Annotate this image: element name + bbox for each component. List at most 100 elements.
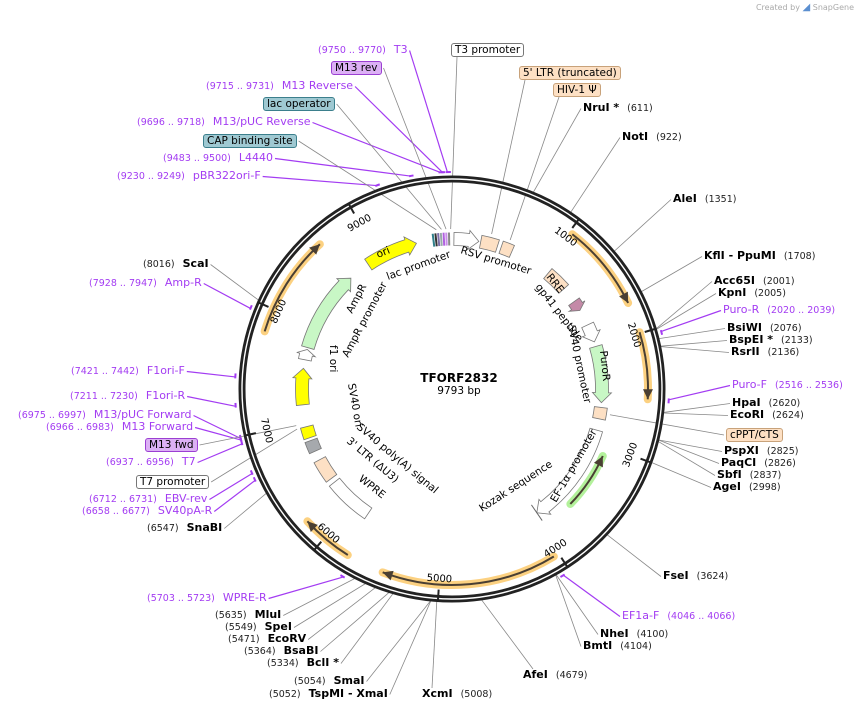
lac-region-stripe bbox=[439, 232, 443, 246]
site-position: 8016 bbox=[143, 259, 175, 270]
site-hpai[interactable]: HpaI 2620 bbox=[732, 397, 800, 410]
primer-name: WPRE-R bbox=[222, 591, 267, 604]
feature-label-ori[interactable]: ori bbox=[375, 245, 392, 261]
label-leader-line bbox=[389, 600, 432, 695]
orf-arrowhead bbox=[309, 244, 320, 255]
label-leader-line bbox=[336, 103, 442, 230]
label-leader-line bbox=[570, 137, 621, 213]
feature-label-puror[interactable]: PuroR bbox=[597, 350, 612, 382]
label-leader-line bbox=[283, 578, 355, 616]
tick-mark bbox=[560, 557, 569, 568]
feature-box-m13-fwd[interactable]: M13 fwd bbox=[145, 438, 198, 452]
site-ecorv[interactable]: 5471 EcoRV bbox=[228, 633, 306, 646]
primer-name: M13/pUC Forward bbox=[93, 408, 192, 421]
kozak-mark bbox=[531, 504, 543, 521]
feature-ori bbox=[364, 236, 418, 271]
primer-l4440[interactable]: 9483 .. 9500 L4440 bbox=[163, 152, 273, 165]
feature-label-sv40-ori[interactable]: SV40 ori bbox=[345, 382, 364, 428]
site-snabi[interactable]: 6547 SnaBI bbox=[147, 522, 222, 535]
site-rsrii[interactable]: RsrII 2136 bbox=[731, 346, 799, 359]
tick-label: 5000 bbox=[426, 573, 452, 586]
site-kfli-ppumi[interactable]: KflI - PpuMI 1708 bbox=[704, 250, 815, 263]
site-position: 2076 bbox=[770, 323, 802, 334]
feature-box-t3-promoter[interactable]: T3 promoter bbox=[451, 43, 525, 57]
feature-3-ltr-u3- bbox=[313, 456, 338, 483]
site-pspxi[interactable]: PspXI 2825 bbox=[724, 445, 799, 458]
site-position: 2136 bbox=[768, 347, 800, 358]
site-name: EcoRV bbox=[267, 632, 307, 645]
primer-t3[interactable]: 9750 .. 9770 T3 bbox=[318, 44, 408, 57]
feature-box-t7-promoter[interactable]: T7 promoter bbox=[136, 475, 210, 489]
feature-box-cppt-cts[interactable]: cPPT/CTS bbox=[726, 428, 783, 442]
orf-arrowhead bbox=[307, 521, 318, 533]
primer-t7[interactable]: 6937 .. 6956 T7 bbox=[106, 456, 196, 469]
feature-box-hiv1-psi[interactable]: HIV-1 Ψ bbox=[553, 83, 601, 97]
site-name: NheI bbox=[600, 627, 629, 640]
site-bcli[interactable]: 5334 BclI * bbox=[267, 657, 339, 670]
site-mlui[interactable]: 5635 MluI bbox=[215, 609, 281, 622]
primer-range: 9715 .. 9731 bbox=[206, 81, 274, 92]
primer-f1ori-r[interactable]: 7211 .. 7230 F1ori-R bbox=[70, 390, 185, 403]
primer-puro-r[interactable]: Puro-R 2020 .. 2039 bbox=[723, 304, 835, 317]
label-leader-line bbox=[609, 414, 725, 436]
site-bsabi[interactable]: 5364 BsaBI bbox=[244, 645, 318, 658]
site-position: 4100 bbox=[637, 629, 669, 640]
feature-box-m13-rev[interactable]: M13 rev bbox=[331, 61, 382, 75]
primer-mark bbox=[559, 573, 566, 578]
primer-puro-f[interactable]: Puro-F 2516 .. 2536 bbox=[732, 379, 843, 392]
site-smai[interactable]: 5054 SmaI bbox=[294, 675, 365, 688]
primer-m13-forward[interactable]: 6966 .. 6983 M13 Forward bbox=[46, 421, 193, 434]
site-nrui[interactable]: NruI * 611 bbox=[583, 102, 653, 115]
site-bsiwi[interactable]: BsiWI 2076 bbox=[727, 322, 802, 335]
primer-name: L4440 bbox=[238, 151, 273, 164]
feature-box-5-ltr[interactable]: 5' LTR (truncated) bbox=[519, 66, 621, 80]
site-alei[interactable]: AleI 1351 bbox=[673, 193, 736, 206]
plasmid-name: TFORF2832 bbox=[420, 371, 497, 385]
site-bmti[interactable]: BmtI 4104 bbox=[583, 640, 652, 653]
primer-name: pBR322ori-F bbox=[192, 169, 261, 182]
site-xcmi[interactable]: XcmI 5008 bbox=[422, 688, 492, 701]
label-leader-line bbox=[509, 96, 560, 241]
site-ecori[interactable]: EcoRI 2624 bbox=[730, 409, 804, 422]
site-kpni[interactable]: KpnI 2005 bbox=[718, 287, 786, 300]
primer-name: T7 bbox=[181, 455, 196, 468]
feature-label-wpre[interactable]: WPRE bbox=[356, 473, 388, 501]
primer-m13-puc-forward[interactable]: 6975 .. 6997 M13/pUC Forward bbox=[18, 409, 192, 422]
site-nhei[interactable]: NheI 4100 bbox=[600, 628, 668, 641]
site-noti[interactable]: NotI 922 bbox=[622, 131, 682, 144]
site-name: KpnI bbox=[718, 286, 747, 299]
label-leader-line bbox=[210, 264, 259, 301]
feature-region bbox=[498, 240, 515, 258]
primer-amp-r[interactable]: 7928 .. 7947 Amp-R bbox=[89, 277, 202, 290]
feature-box-cap-binding-site[interactable]: CAP binding site bbox=[203, 134, 297, 148]
label-leader-line bbox=[213, 479, 256, 512]
primer-pbr322ori-f[interactable]: 9230 .. 9249 pBR322ori-F bbox=[117, 170, 261, 183]
site-name: NruI * bbox=[583, 101, 620, 114]
primer-sv40pa-r[interactable]: 6658 .. 6677 SV40pA-R bbox=[82, 505, 212, 518]
primer-ef1a-f[interactable]: EF1a-F 4046 .. 4066 bbox=[622, 610, 735, 623]
site-bspei[interactable]: BspEI * 2133 bbox=[729, 334, 813, 347]
primer-ebv-rev[interactable]: 6712 .. 6731 EBV-rev bbox=[89, 493, 207, 506]
site-agei[interactable]: AgeI 2998 bbox=[713, 481, 781, 494]
site-position: 5635 bbox=[215, 610, 247, 621]
site-fsei[interactable]: FseI 3624 bbox=[663, 570, 728, 583]
site-acc65i[interactable]: Acc65I 2001 bbox=[714, 275, 795, 288]
site-sbfi[interactable]: SbfI 2837 bbox=[717, 469, 781, 482]
site-name: EcoRI bbox=[730, 408, 765, 421]
site-name: BsaBI bbox=[283, 644, 319, 657]
label-leader-line bbox=[366, 600, 431, 682]
primer-m13-reverse[interactable]: 9715 .. 9731 M13 Reverse bbox=[206, 80, 353, 93]
primer-m13-puc-reverse[interactable]: 9696 .. 9718 M13/pUC Reverse bbox=[137, 116, 311, 129]
primer-wpre-r[interactable]: 5703 .. 5723 WPRE-R bbox=[147, 592, 267, 605]
feature-label-ef1a-promoter[interactable]: EF-1α promoter bbox=[548, 427, 600, 505]
site-scai[interactable]: 8016 ScaI bbox=[143, 258, 209, 271]
watermark-brand: SnapGene bbox=[812, 3, 854, 12]
site-paqci[interactable]: PaqCI 2826 bbox=[721, 457, 796, 470]
feature-box-lac-operator[interactable]: lac operator bbox=[263, 97, 335, 111]
site-afei[interactable]: AfeI 4679 bbox=[523, 669, 587, 682]
primer-f1ori-f[interactable]: 7421 .. 7442 F1ori-F bbox=[71, 365, 185, 378]
feature-label-f1-ori[interactable]: f1 ori bbox=[327, 345, 339, 372]
site-spei[interactable]: 5549 SpeI bbox=[225, 621, 292, 634]
site-tspmi-xmai[interactable]: 5052 TspMI - XmaI bbox=[269, 688, 388, 701]
primer-range: 9750 .. 9770 bbox=[318, 45, 386, 56]
